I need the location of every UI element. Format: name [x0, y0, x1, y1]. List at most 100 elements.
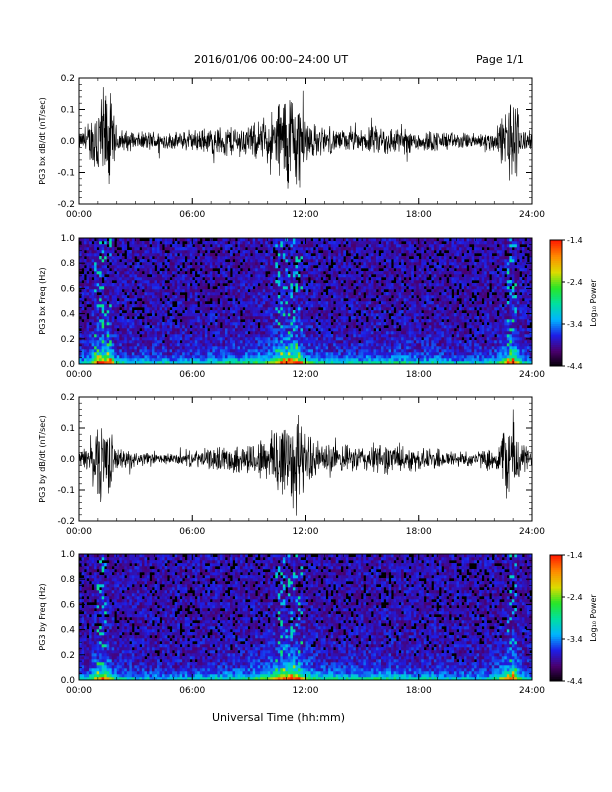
spectrogram-cell	[101, 343, 105, 347]
spectrogram-cell	[126, 280, 130, 284]
spectrogram-cell	[197, 337, 201, 341]
spectrogram-cell	[330, 325, 334, 329]
spectrogram-cell	[398, 283, 402, 287]
spectrogram-cell	[141, 286, 145, 290]
spectrogram-cell	[104, 337, 107, 341]
spectrogram-cell	[177, 301, 180, 305]
spectrogram-cell	[308, 334, 311, 338]
spectrogram-cell	[265, 289, 269, 293]
spectrogram-cell	[353, 343, 357, 347]
spectrogram-cell	[383, 355, 387, 359]
spectrogram-cell	[222, 253, 226, 257]
spectrogram-cell	[325, 322, 329, 326]
spectrogram-cell	[217, 274, 221, 278]
spectrogram-cell	[250, 346, 253, 350]
spectrogram-cell	[224, 310, 228, 314]
spectrogram-cell	[375, 340, 379, 344]
spectrogram-cell	[174, 355, 178, 359]
spectrogram-cell	[172, 331, 175, 335]
spectrogram-cell	[189, 307, 193, 311]
spectrogram-cell	[169, 271, 173, 275]
spectrogram-cell	[179, 337, 183, 341]
spectrogram-cell	[285, 280, 289, 284]
spectrogram-cell	[297, 349, 301, 353]
spectrogram-cell	[353, 259, 357, 263]
spectrogram-cell	[202, 313, 206, 317]
spectrogram-cell	[232, 244, 236, 248]
spectrogram-cell	[204, 310, 208, 314]
spectrogram-cell	[89, 352, 92, 356]
spectrogram-cell	[318, 319, 321, 323]
spectrogram-cell	[270, 361, 274, 365]
spectrogram-cell	[393, 286, 397, 290]
spectrogram-cell	[287, 352, 291, 356]
spectrogram-cell	[111, 247, 115, 251]
spectrogram-cell	[247, 256, 251, 260]
spectrogram-cell	[363, 304, 367, 308]
spectrogram-cell	[154, 304, 158, 308]
spectrogram-cell	[232, 250, 236, 254]
spectrogram-cell	[265, 247, 269, 251]
spectrogram-cell	[114, 337, 118, 341]
spectrogram-cell	[340, 265, 344, 269]
spectrogram-cell	[348, 265, 352, 269]
spectrogram-cell	[202, 304, 206, 308]
spectrogram-cell	[209, 283, 213, 287]
spectrogram-cell	[403, 316, 407, 320]
spectrogram-cell	[199, 277, 203, 281]
spectrogram-cell	[131, 331, 135, 335]
spectrogram-cell	[167, 319, 170, 323]
spectrogram-cell	[162, 280, 165, 284]
spectrogram-cell	[192, 361, 196, 365]
spectrogram-cell	[144, 304, 148, 308]
spectrogram-cell	[313, 250, 316, 254]
spectrogram-cell	[227, 253, 231, 257]
spectrogram-cell	[157, 265, 160, 269]
spectrogram-cell	[310, 292, 314, 296]
spectrogram-cell	[214, 289, 218, 293]
spectrogram-cell	[396, 319, 399, 323]
spectrogram-cell	[119, 292, 123, 296]
spectrogram-cell	[84, 292, 87, 296]
spectrogram-cell	[230, 238, 233, 242]
spectrogram-cell	[247, 322, 251, 326]
spectrogram-cell	[340, 334, 344, 338]
spectrogram-cell	[182, 358, 185, 362]
spectrogram-cell	[84, 355, 87, 359]
spectrogram-cell	[235, 259, 238, 263]
spectrogram-cell	[388, 340, 392, 344]
spectrogram-cell	[280, 310, 284, 314]
spectrogram-cell	[401, 283, 404, 287]
spectrogram-cell	[167, 256, 170, 260]
spectrogram-cell	[202, 340, 206, 344]
spectrogram-cell	[222, 358, 226, 362]
spectrogram-cell	[187, 343, 191, 347]
spectrogram-cell	[214, 256, 218, 260]
spectrogram-cell	[104, 355, 107, 359]
spectrogram-cell	[287, 253, 291, 257]
spectrogram-cell	[114, 262, 118, 266]
spectrogram-cell	[353, 295, 357, 299]
spectrogram-cell	[335, 319, 339, 323]
spectrogram-cell	[189, 274, 193, 278]
spectrogram-cell	[353, 346, 357, 350]
spectrogram-cell	[144, 334, 148, 338]
spectrogram-cell	[396, 271, 399, 275]
spectrogram-cell	[149, 334, 153, 338]
spectrogram-cell	[109, 253, 113, 257]
spectrogram-cell	[194, 331, 198, 335]
spectrogram-cell	[199, 307, 203, 311]
spectrogram-cell	[348, 259, 352, 263]
spectrogram-cell	[335, 316, 339, 320]
spectrogram-cell	[162, 322, 165, 326]
spectrogram-cell	[358, 256, 362, 260]
spectrogram-cell	[219, 253, 223, 257]
spectrogram-cell	[375, 325, 379, 329]
spectrogram-cell	[333, 250, 336, 254]
spectrogram-cell	[353, 319, 357, 323]
spectrogram-cell	[172, 286, 175, 290]
spectrogram-cell	[270, 238, 274, 242]
spectrogram-cell	[189, 298, 193, 302]
spectrogram-cell	[235, 283, 238, 287]
spectrogram-cell	[297, 358, 301, 362]
